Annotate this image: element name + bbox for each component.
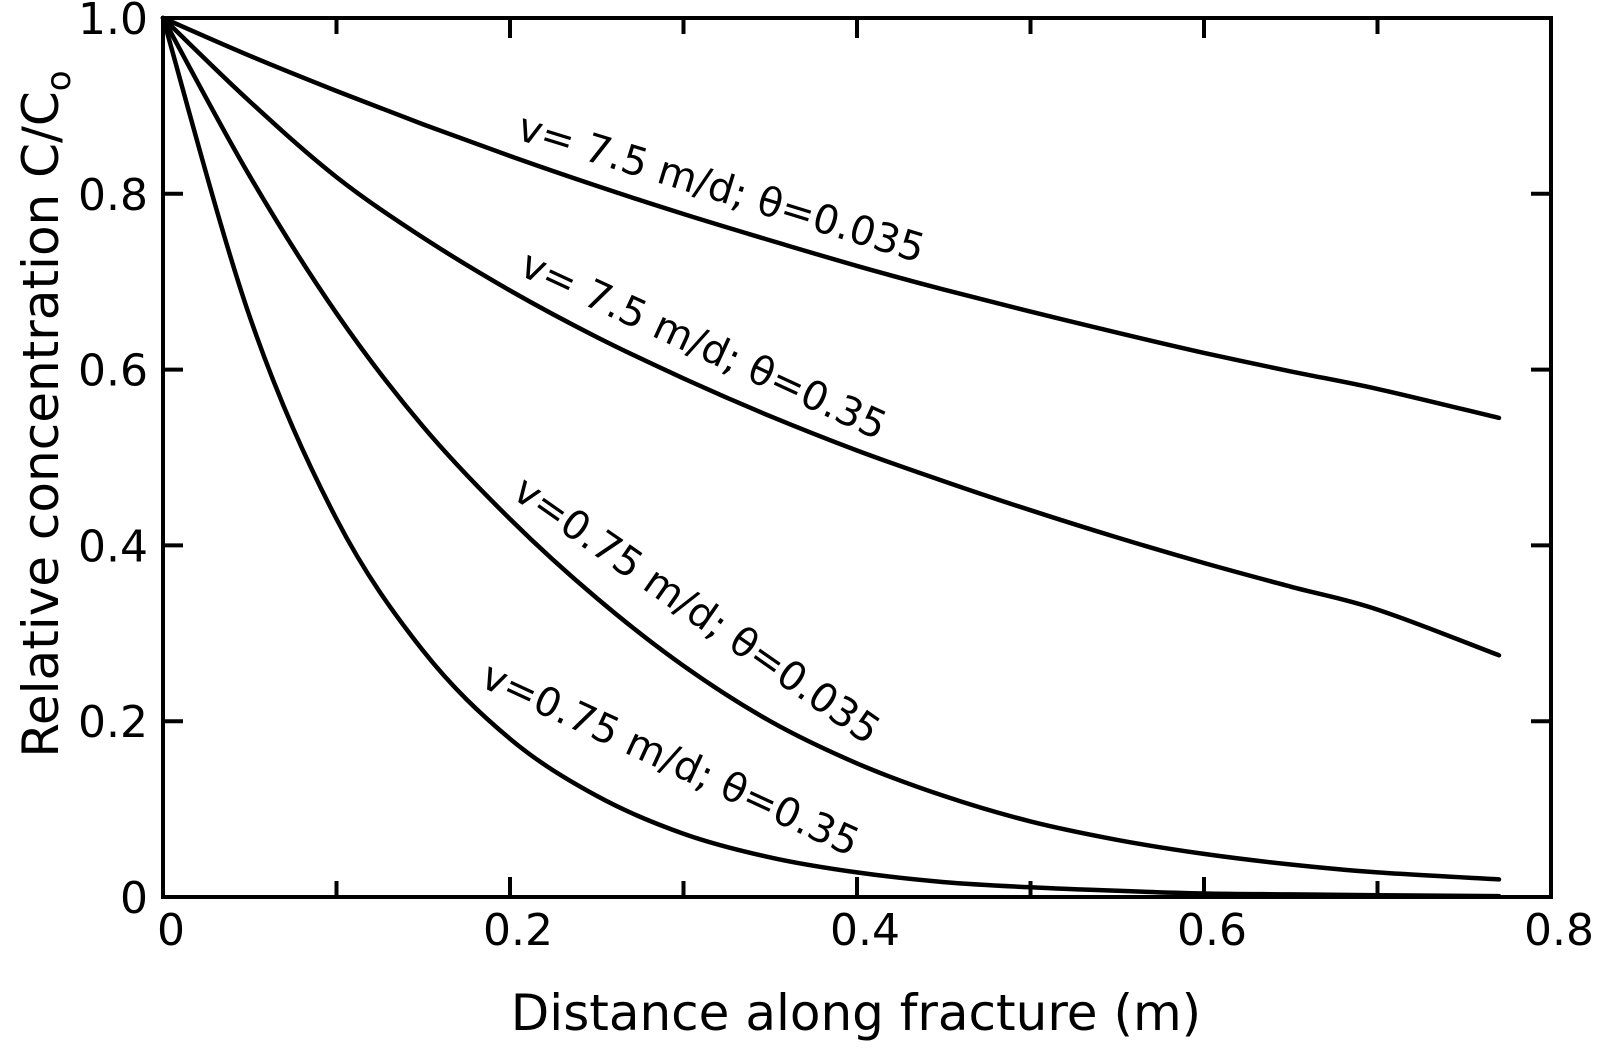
y-tick-label: 0 [120, 873, 148, 924]
x-tick-label: 0.4 [830, 905, 900, 956]
y-tick-label: 0.4 [78, 521, 148, 572]
y-tick-label: 0.2 [78, 697, 148, 748]
y-axis-label-main: Relative concentration C/C [12, 91, 70, 757]
y-axis-label: Relative concentration C/Co [12, 70, 79, 757]
series-curves [160, 15, 1502, 899]
series-line-1 [160, 15, 1502, 421]
x-tick-label: 0.8 [1524, 905, 1594, 956]
x-tick-label: 0.6 [1177, 905, 1247, 956]
x-tick-label: 0.2 [483, 905, 553, 956]
series-line-2 [160, 15, 1502, 658]
tick-labels: 0 0.2 0.4 0.6 0.8 0 0.2 0.4 0.6 0.8 1.0 [78, 0, 1594, 956]
y-tick-label: 0.6 [78, 346, 148, 397]
series-line-4 [160, 15, 1502, 899]
x-axis-label: Distance along fracture (m) [511, 984, 1201, 1042]
y-tick-label: 0.8 [78, 170, 148, 221]
plot-frame [161, 16, 1553, 899]
series-line-3 [160, 15, 1502, 882]
x-tick-label: 0 [157, 905, 185, 956]
y-axis-label-subscript: o [39, 70, 79, 91]
y-tick-label: 1.0 [78, 0, 148, 45]
